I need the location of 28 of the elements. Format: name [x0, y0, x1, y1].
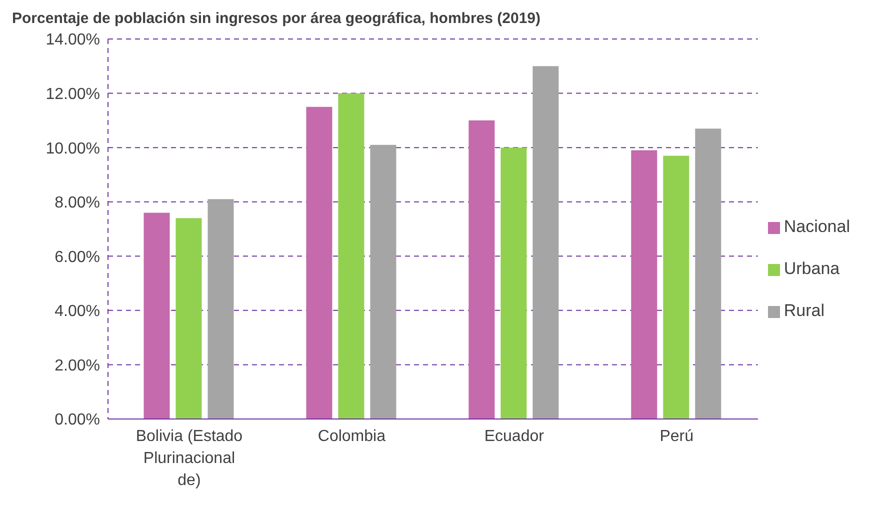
x-tick-label: Perú [660, 428, 694, 445]
y-tick-label: 6.00% [54, 248, 100, 266]
legend-label: Nacional [784, 217, 850, 236]
bar [468, 120, 495, 419]
y-tick-label: 4.00% [54, 303, 100, 320]
bar [208, 199, 234, 419]
y-tick-label: 12.00% [46, 86, 100, 103]
y-tick-label: 0.00% [54, 412, 100, 429]
legend-label: Urbana [784, 259, 840, 278]
bar [695, 128, 722, 419]
bar [500, 148, 527, 419]
y-tick-label: 2.00% [54, 357, 100, 374]
x-tick-label: Colombia [318, 428, 386, 445]
legend-label: Rural [784, 301, 824, 320]
y-tick-label: 8.00% [54, 194, 100, 212]
y-tick-label: 14.00% [46, 32, 100, 49]
bar [370, 144, 396, 419]
bar [532, 66, 559, 419]
bar [176, 218, 202, 419]
bar [144, 212, 170, 419]
bar [338, 93, 364, 419]
chart-title: Porcentaje de población sin ingresos por área geográfica, hombres (2019) [11, 9, 542, 27]
bar [663, 156, 690, 419]
x-tick-label: Bolivia (Estado Plurinacional de) [136, 428, 243, 489]
y-tick-label: 10.00% [46, 140, 100, 158]
x-tick-label: Ecuador [484, 428, 545, 445]
bar [306, 106, 332, 419]
bar [631, 150, 658, 419]
